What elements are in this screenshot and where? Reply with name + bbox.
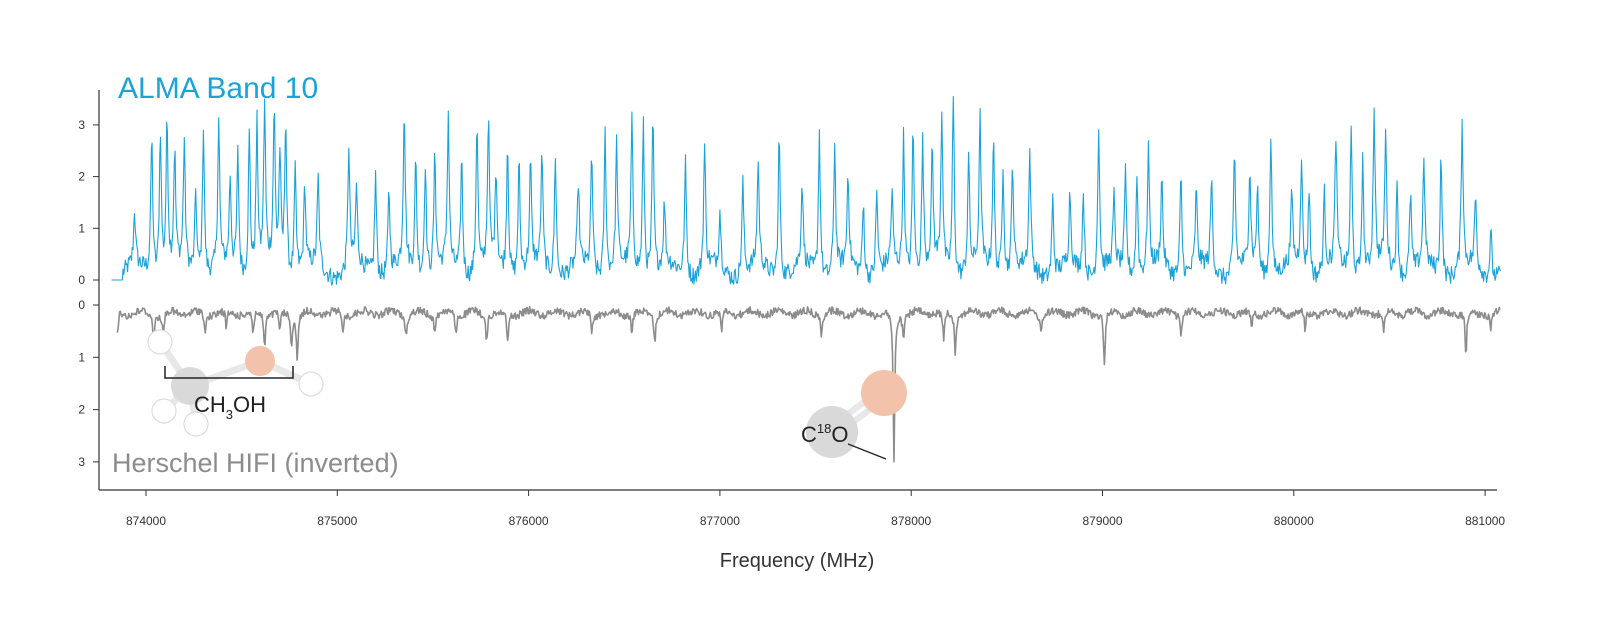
x-axis-label: Frequency (MHz) bbox=[720, 550, 874, 572]
hifi-y-tick-label: 1 bbox=[78, 350, 85, 364]
alma-y-tick-label: 2 bbox=[78, 170, 85, 184]
alma-band10-title: ALMA Band 10 bbox=[118, 72, 318, 105]
x-tick-label: 874000 bbox=[126, 514, 166, 528]
hifi-y-tick-label: 0 bbox=[78, 298, 85, 312]
c18o-label: C18O bbox=[801, 421, 848, 447]
hifi-y-ticks: 0 1 2 3 bbox=[78, 298, 99, 469]
hifi-y-tick-label: 3 bbox=[78, 455, 85, 469]
alma-spectrum-line bbox=[111, 95, 1501, 286]
alma-y-tick-label: 0 bbox=[78, 273, 85, 287]
alma-y-tick-label: 1 bbox=[78, 221, 85, 235]
x-tick-label: 877000 bbox=[700, 514, 740, 528]
ch3oh-label: CH3OH bbox=[194, 392, 266, 422]
hifi-spectrum-line bbox=[116, 305, 1501, 463]
c18o-molecule-icon bbox=[806, 370, 907, 458]
alma-y-tick-label: 3 bbox=[78, 118, 85, 132]
spectra-group bbox=[111, 95, 1501, 463]
hifi-y-tick-label: 2 bbox=[78, 403, 85, 417]
ch3oh-molecule-icon bbox=[147, 329, 324, 437]
x-ticks: 874000 875000 876000 877000 878000 879000 8800… bbox=[126, 490, 1505, 528]
herschel-hifi-title: Herschel HIFI (inverted) bbox=[112, 448, 399, 478]
c18o-pointer-line bbox=[847, 443, 887, 460]
x-tick-label: 879000 bbox=[1082, 514, 1122, 528]
ch3oh-bracket bbox=[164, 366, 294, 379]
x-tick-label: 875000 bbox=[317, 514, 357, 528]
x-tick-label: 878000 bbox=[891, 514, 931, 528]
x-tick-label: 881000 bbox=[1465, 514, 1505, 528]
x-tick-label: 880000 bbox=[1274, 514, 1314, 528]
x-tick-label: 876000 bbox=[509, 514, 549, 528]
alma-y-ticks: 0 1 2 3 bbox=[78, 118, 99, 287]
